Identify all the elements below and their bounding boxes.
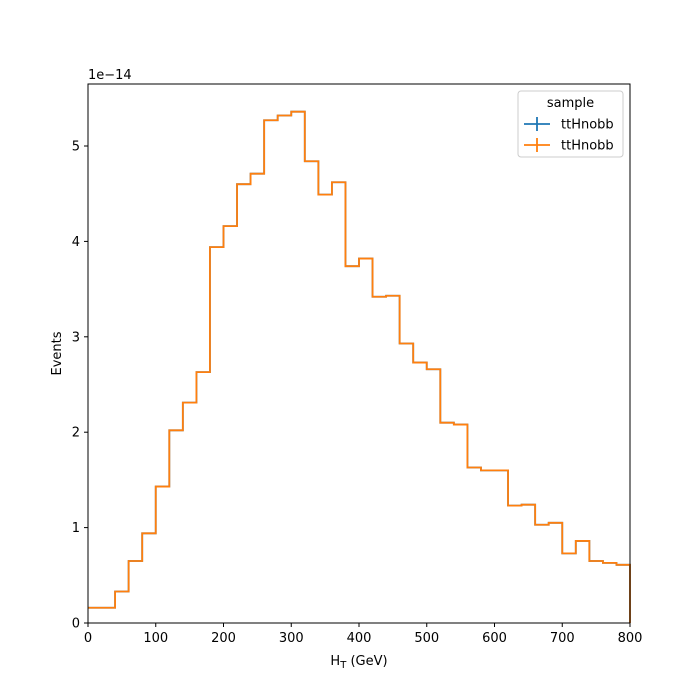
legend-entries: ttHnobb ttHnobb (524, 117, 614, 154)
y-tick-label: 1 (72, 521, 80, 536)
series-layer (88, 110, 631, 623)
x-axis-label-unit: (GeV) (346, 654, 387, 669)
y-tick-label: 4 (72, 235, 80, 250)
x-tick-label: 800 (618, 631, 643, 646)
x-tick-label: 0 (84, 631, 92, 646)
x-axis-label: HT (GeV) (330, 654, 387, 671)
legend-box (517, 90, 624, 158)
x-axis-label-main: H (330, 654, 340, 669)
x-tick-label: 700 (550, 631, 575, 646)
legend-entry-label: ttHnobb (561, 118, 614, 133)
series-line-2 (88, 110, 631, 623)
x-axis-label-subscript: T (339, 660, 347, 671)
y-tick-label: 0 (72, 617, 80, 632)
x-tick-label: 500 (414, 631, 439, 646)
legend-entry-label: ttHnobb (561, 139, 614, 154)
y-offset-text: 1e−14 (88, 68, 132, 83)
y-tick-label: 3 (72, 330, 80, 345)
y-axis: 0 1 2 3 4 5 (72, 140, 88, 632)
x-tick-label: 400 (347, 631, 372, 646)
x-axis: 0 100 200 300 400 500 600 700 800 (84, 623, 643, 646)
y-tick-label: 5 (72, 140, 80, 155)
legend: sample ttHnobb ttHnobb (517, 90, 624, 158)
x-tick-label: 100 (143, 631, 168, 646)
y-tick-label: 2 (72, 426, 80, 441)
x-tick-label: 300 (279, 631, 304, 646)
x-tick-label: 600 (482, 631, 507, 646)
y-axis-label: Events (50, 331, 65, 375)
legend-title: sample (547, 96, 594, 111)
x-tick-label: 200 (211, 631, 236, 646)
